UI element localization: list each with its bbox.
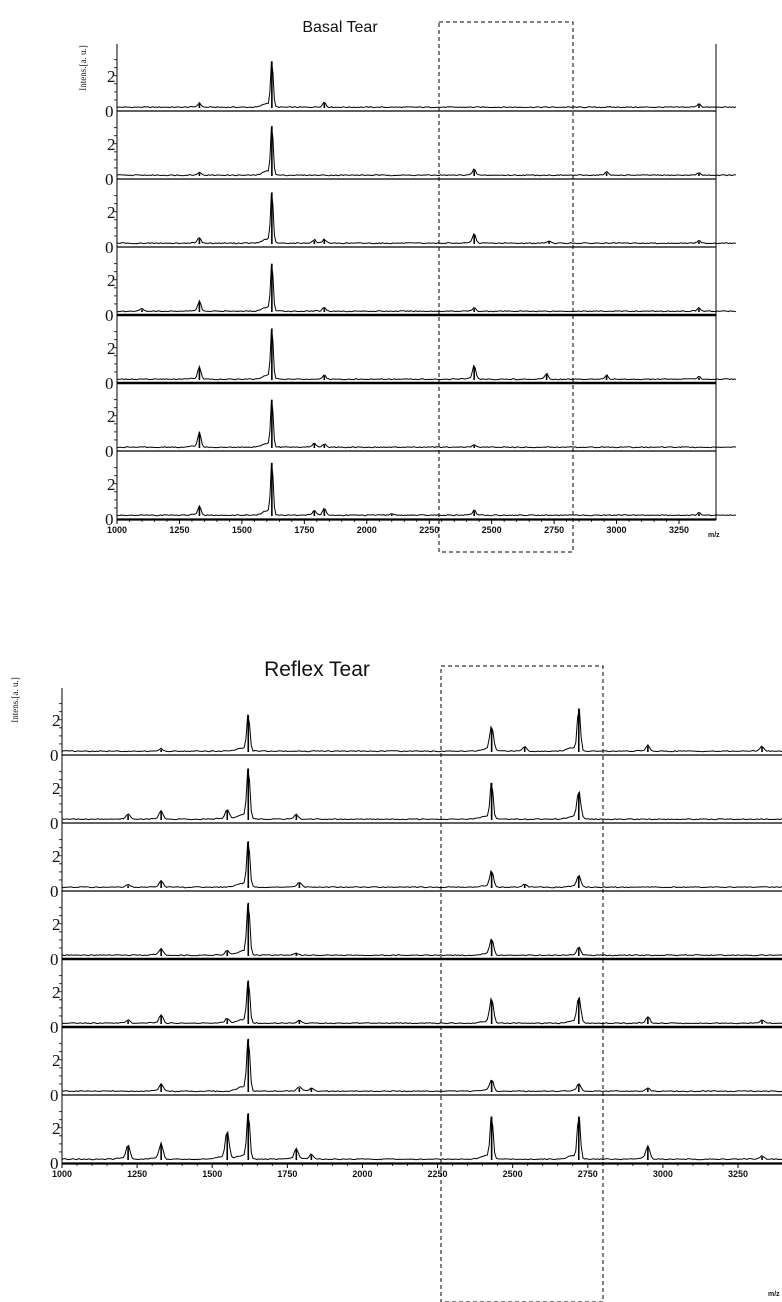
spectrum-line <box>116 399 737 449</box>
y-tick-label-2: 2 <box>107 475 116 494</box>
spectrum-line <box>61 981 782 1025</box>
x-axis-unit-basal: m/z <box>708 532 720 539</box>
spectrum-trace-6: 20 <box>50 1038 782 1105</box>
x-tick-label: 2500 <box>482 525 502 535</box>
x-tick-label: 2750 <box>544 525 564 535</box>
x-tick-label: 1000 <box>107 525 127 535</box>
x-tick-label: 1750 <box>294 525 314 535</box>
x-tick-label: 1500 <box>232 525 252 535</box>
y-tick-label-0: 0 <box>105 374 114 393</box>
panel-title-reflex: Reflex Tear <box>264 658 370 681</box>
spectrum-trace-7: 20 <box>105 462 736 529</box>
x-tick-label: 2500 <box>503 1169 523 1179</box>
x-tick-label: 2250 <box>428 1169 448 1179</box>
y-tick-label-2: 2 <box>52 847 61 866</box>
y-tick-label-2: 2 <box>52 711 61 730</box>
x-tick-label: 1000 <box>52 1169 72 1179</box>
spectrum-trace-2: 20 <box>105 126 736 189</box>
spectrum-trace-6: 20 <box>105 399 737 461</box>
spectrum-trace-3: 20 <box>105 192 737 257</box>
spectrum-trace-7: 20 <box>50 1111 782 1173</box>
y-tick-label-0: 0 <box>50 814 59 833</box>
y-axis-label-reflex: Intens.[a. u.] <box>10 677 20 722</box>
y-tick-label-2: 2 <box>107 407 116 426</box>
x-tick-label: 3000 <box>653 1169 673 1179</box>
y-tick-label-2: 2 <box>52 1119 61 1138</box>
spectrum-line <box>61 768 782 821</box>
spectrum-trace-1: 20 <box>50 703 782 765</box>
y-tick-label-0: 0 <box>50 1154 59 1173</box>
y-tick-label-2: 2 <box>52 915 61 934</box>
spectrum-trace-4: 20 <box>105 263 736 325</box>
y-tick-label-0: 0 <box>50 950 59 969</box>
y-tick-label-0: 0 <box>50 882 59 901</box>
y-tick-label-0: 0 <box>105 170 114 189</box>
spectrum-line <box>116 61 737 109</box>
spectrum-trace-5: 20 <box>50 975 782 1037</box>
y-tick-label-2: 2 <box>52 983 61 1002</box>
y-tick-label-2: 2 <box>107 339 116 358</box>
y-tick-label-2: 2 <box>52 1051 61 1070</box>
x-tick-label: 2000 <box>352 1169 372 1179</box>
spectrum-line <box>61 1114 782 1161</box>
spectrum-line <box>116 126 736 177</box>
y-tick-label-2: 2 <box>52 779 61 798</box>
y-tick-label-0: 0 <box>105 238 114 257</box>
spectrum-line <box>116 192 737 245</box>
y-tick-label-2: 2 <box>107 271 116 290</box>
basal-tear-panel: Basal Tear Intens.[a. u.] m/z 1000 1250 15… <box>78 19 737 553</box>
y-tick-label-2: 2 <box>107 67 116 86</box>
y-tick-label-0: 0 <box>105 442 114 461</box>
y-tick-label-2: 2 <box>107 203 116 222</box>
x-tick-label: 2000 <box>357 525 377 535</box>
y-tick-label-0: 0 <box>50 746 59 765</box>
spectrum-trace-5: 20 <box>105 328 737 393</box>
spectrum-trace-4: 20 <box>50 902 782 969</box>
x-tick-label: 2250 <box>419 525 439 535</box>
x-tick-label: 1250 <box>169 525 189 535</box>
spectrum-trace-1: 20 <box>105 59 737 121</box>
spectrum-line <box>61 1039 782 1093</box>
highlight-region-box <box>440 665 604 1302</box>
spectrum-line <box>116 329 737 381</box>
x-tick-label: 2750 <box>578 1169 598 1179</box>
spectrum-line <box>117 264 736 313</box>
y-tick-label-0: 0 <box>50 1086 59 1105</box>
y-axis-label-basal: Intens.[a. u.] <box>78 45 88 90</box>
x-tick-label: 1500 <box>202 1169 222 1179</box>
y-tick-label-2: 2 <box>107 135 116 154</box>
y-tick-label-0: 0 <box>105 306 114 325</box>
spectrum-trace-3: 20 <box>50 839 782 901</box>
x-tick-label: 1750 <box>277 1169 297 1179</box>
x-tick-label: 3250 <box>728 1169 748 1179</box>
x-tick-label: 3250 <box>669 525 689 535</box>
x-tick-label: 3000 <box>607 525 627 535</box>
spectrum-line <box>61 708 782 753</box>
reflex-tear-panel: Reflex Tear Intens.[a. u.] m/z 1000 1250 1… <box>10 658 782 1302</box>
panel-title-basal: Basal Tear <box>302 19 378 36</box>
x-tick-label: 1250 <box>127 1169 147 1179</box>
y-tick-label-0: 0 <box>50 1018 59 1037</box>
x-axis-unit-reflex: m/z <box>768 1291 780 1298</box>
spectrum-trace-2: 20 <box>50 768 782 833</box>
y-tick-label-0: 0 <box>105 510 114 529</box>
spectrum-line <box>61 841 782 889</box>
spectrum-line <box>61 904 782 957</box>
spectrum-line <box>116 463 736 517</box>
highlight-region-box <box>438 21 574 553</box>
y-tick-label-0: 0 <box>105 102 114 121</box>
